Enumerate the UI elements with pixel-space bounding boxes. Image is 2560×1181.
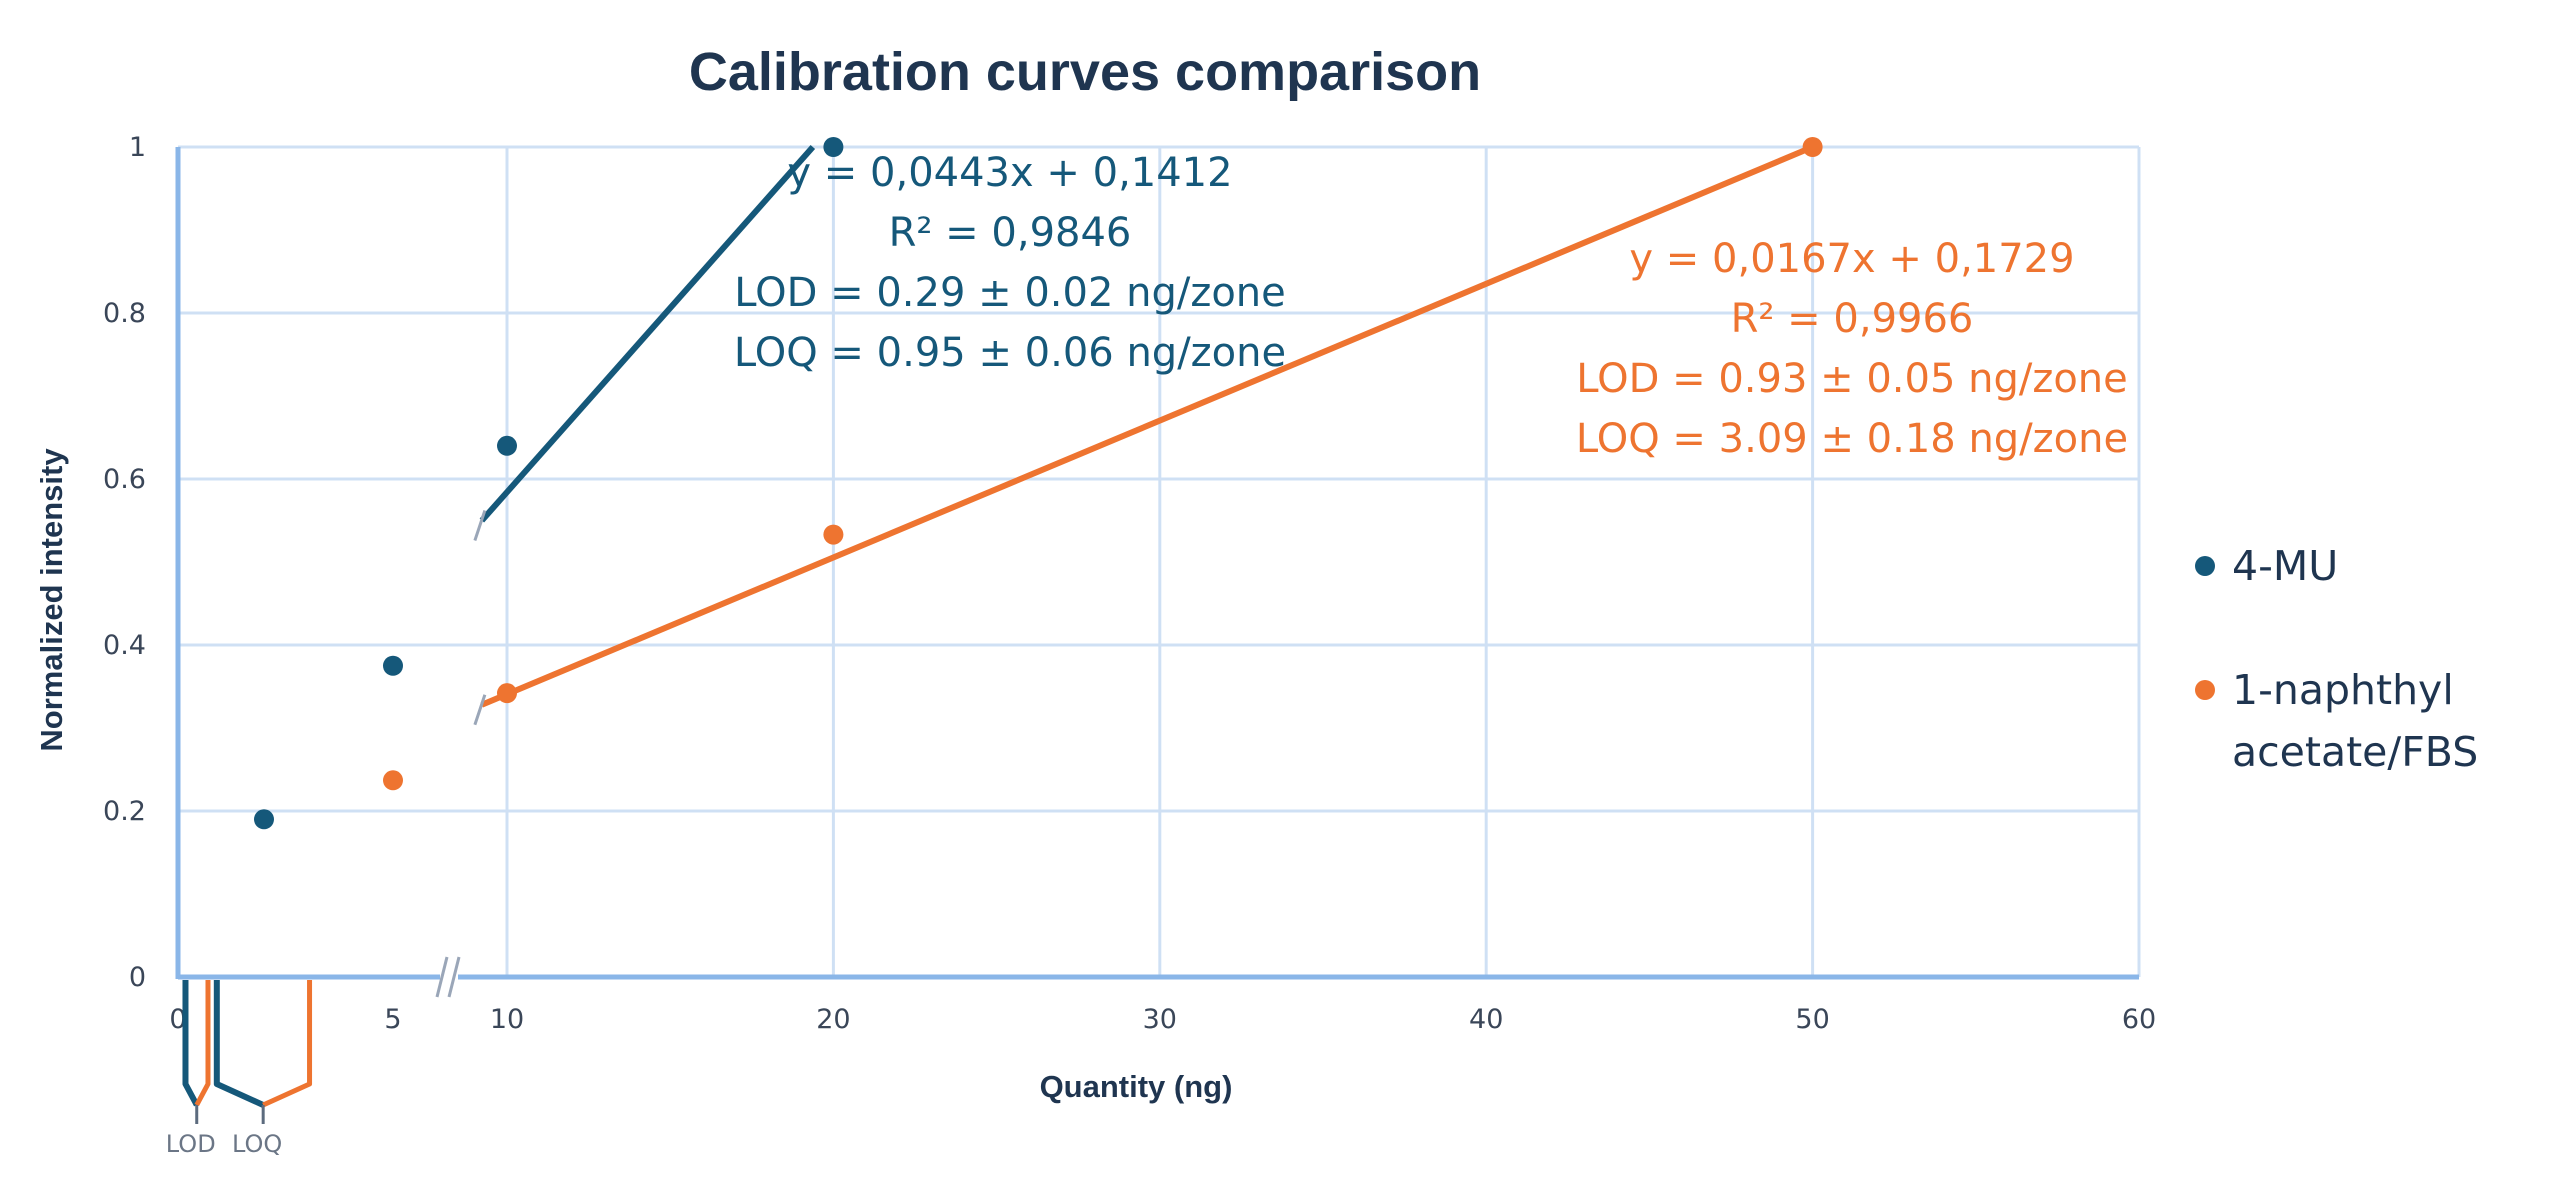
loq-bracket-blue-arm — [213, 980, 265, 1108]
data-point-4mu — [383, 655, 403, 676]
trendline-naphthyl — [480, 144, 1814, 708]
trendline-4mu — [479, 145, 816, 523]
y-tick-label: 0.8 — [103, 298, 146, 329]
axis-break-mark — [447, 956, 461, 998]
legend-label-naphthyl: 1-naphthyl — [2232, 666, 2454, 714]
data-points — [254, 137, 1823, 830]
x-tick-label: 60 — [2122, 1004, 2156, 1035]
annotation-line: LOD = 0.29 ± 0.02 ng/zone — [734, 270, 1286, 316]
legend-label-naphthyl: acetate/FBS — [2232, 728, 2478, 776]
legend-marker-4mu — [2195, 556, 2215, 576]
x-tick-label: 5 — [384, 1004, 401, 1035]
y-axis-title: Normalized intensity — [34, 448, 69, 752]
x-tick-label: 30 — [1143, 1004, 1177, 1035]
y-tick-label: 0.2 — [103, 796, 146, 827]
data-point-4mu — [497, 435, 517, 456]
y-tick-label: 1 — [129, 132, 146, 163]
x-tick-labels: 0 5 10 20 30 40 50 60 — [169, 1004, 2156, 1035]
data-point-naphthyl — [1802, 137, 1823, 157]
axis-break-mark — [435, 956, 449, 998]
trendlines — [479, 144, 1814, 708]
axis-break-marks — [435, 510, 487, 998]
annotation-line: LOD = 0.93 ± 0.05 ng/zone — [1576, 356, 2128, 402]
annotation-line: y = 0,0443x + 0,1412 — [787, 150, 1232, 196]
legend: 4-MU 1-naphthyl acetate/FBS — [2195, 542, 2478, 776]
legend-label-4mu: 4-MU — [2232, 542, 2338, 590]
y-tick-label: 0 — [129, 962, 146, 993]
x-tick-label: 0 — [169, 1004, 186, 1035]
annotation-line: R² = 0,9846 — [889, 210, 1132, 256]
loq-bracket-label: LOQ — [232, 1130, 282, 1158]
data-point-4mu — [823, 137, 844, 157]
lod-bracket-orange-arm — [194, 980, 211, 1107]
chart-title: Calibration curves comparison — [689, 42, 1481, 102]
grid-lines — [178, 145, 2141, 977]
series-break-mark — [473, 694, 487, 726]
x-tick-label: 50 — [1795, 1004, 1829, 1035]
annotation-line: LOQ = 3.09 ± 0.18 ng/zone — [1576, 416, 2128, 462]
loq-bracket-orange-arm — [262, 980, 313, 1108]
lod-bracket-blue-arm — [182, 980, 200, 1107]
legend-marker-naphthyl — [2195, 680, 2215, 700]
axes — [175, 147, 2139, 980]
data-point-naphthyl — [497, 683, 517, 704]
x-tick-label: 20 — [816, 1004, 850, 1035]
x-axis-title: Quantity (ng) — [1040, 1069, 1233, 1104]
y-tick-labels: 0 0.2 0.4 0.6 0.8 1 — [103, 132, 146, 993]
y-tick-label: 0.6 — [103, 464, 146, 495]
data-point-4mu — [254, 809, 274, 830]
annotation-naphthyl: y = 0,0167x + 0,1729 R² = 0,9966 LOD = 0.9… — [1576, 236, 2128, 462]
annotation-4mu: y = 0,0443x + 0,1412 R² = 0,9846 LOD = 0.2… — [734, 150, 1286, 376]
annotation-line: LOQ = 0.95 ± 0.06 ng/zone — [734, 330, 1286, 376]
lod-bracket-label: LOD — [166, 1130, 216, 1158]
lod-loq-brackets: LOD LOQ — [166, 980, 313, 1158]
data-point-naphthyl — [383, 770, 403, 791]
x-tick-label: 40 — [1469, 1004, 1503, 1035]
x-tick-label: 10 — [490, 1004, 524, 1035]
annotation-line: R² = 0,9966 — [1731, 296, 1974, 342]
annotation-line: y = 0,0167x + 0,1729 — [1629, 236, 2074, 282]
series-break-mark — [473, 510, 487, 541]
y-tick-label: 0.4 — [103, 630, 146, 661]
data-point-naphthyl — [823, 524, 844, 545]
